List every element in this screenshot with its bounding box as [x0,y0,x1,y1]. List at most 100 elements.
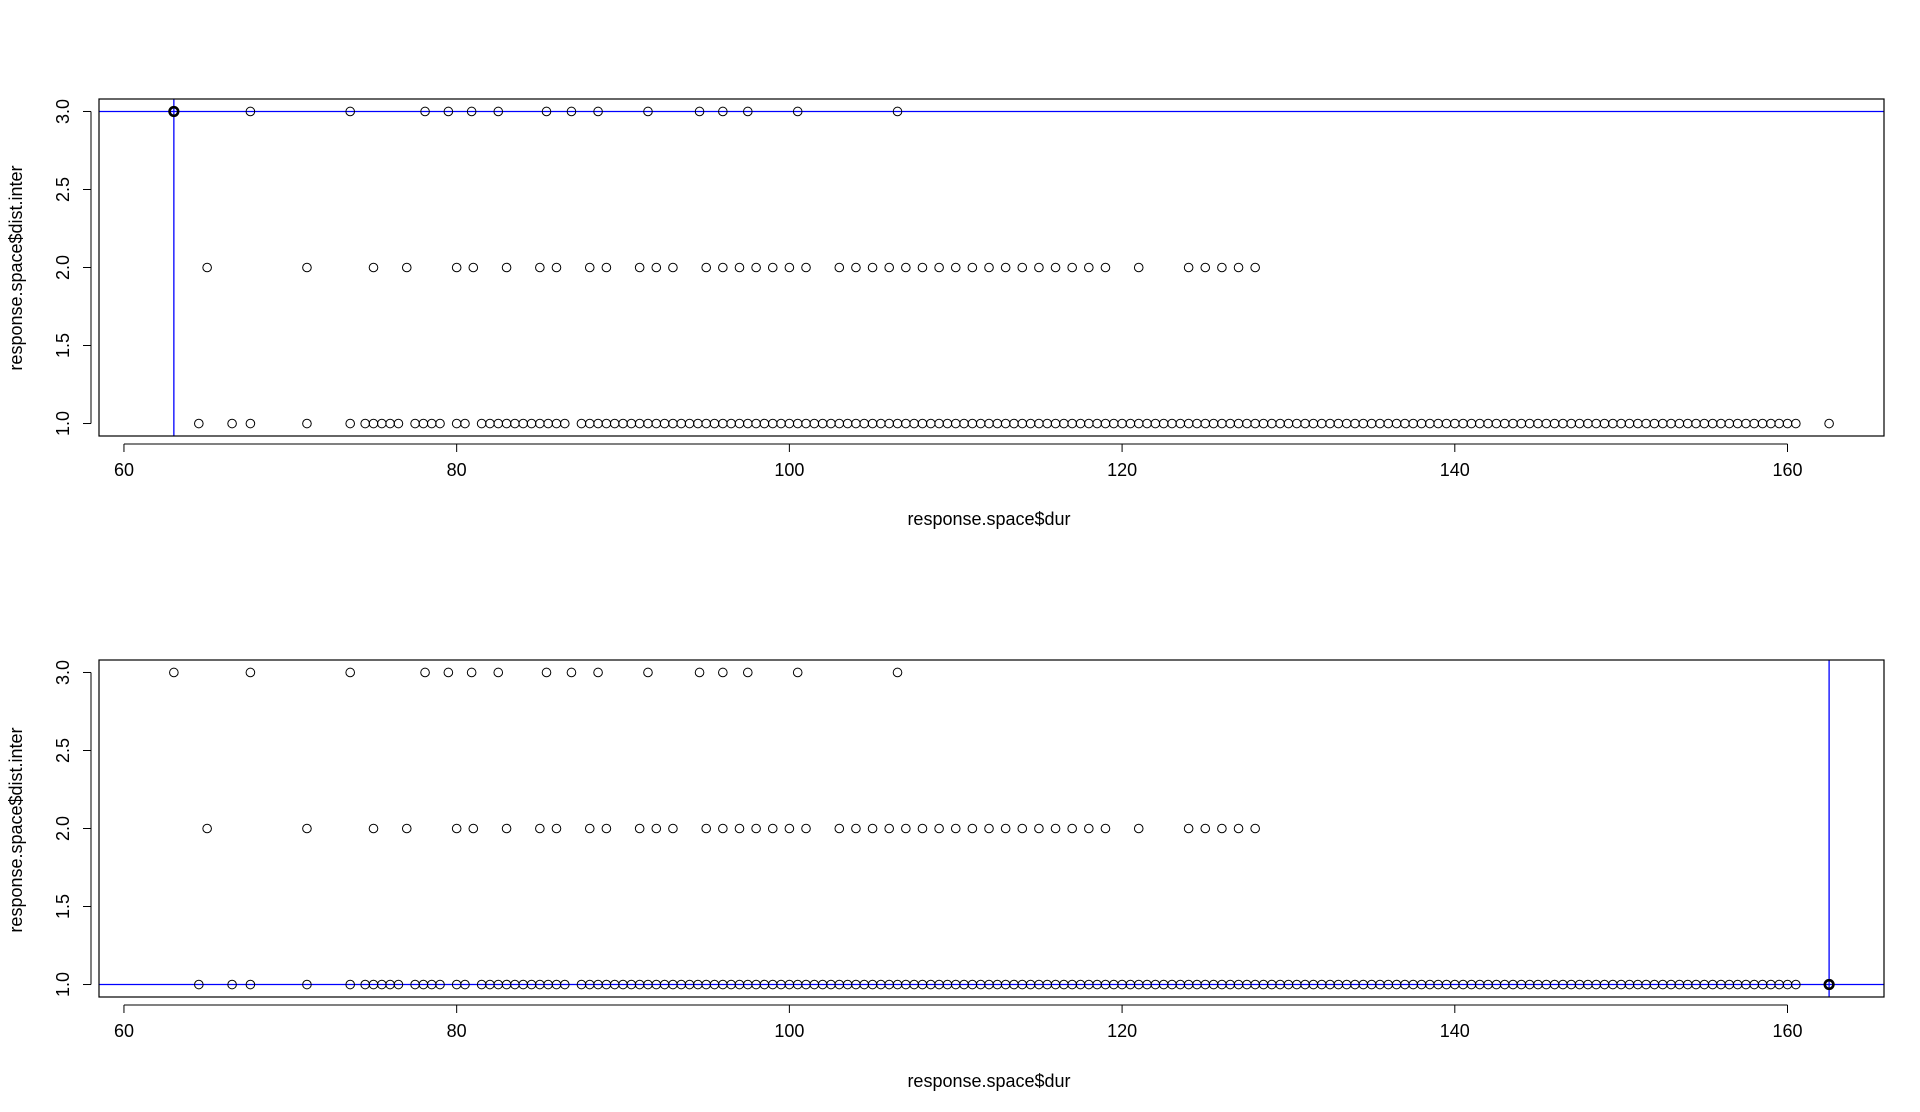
bottom-reference-lines [99,660,1884,997]
bottom-data-point [345,667,355,678]
top-data-point [1133,262,1144,273]
top-data-point [601,262,612,273]
bottom-data-point [1050,823,1061,834]
bottom-data-point [245,979,256,990]
bottom-data-point [668,823,678,834]
bottom-data-point [834,823,845,834]
top-x-axis: 60 80 100 120 140 160 [114,443,1803,480]
bottom-data-point [1067,823,1077,834]
bottom-data-point [551,823,562,834]
bottom-data-point [1000,823,1011,834]
bottom-data-point [1100,823,1111,834]
top-data-point [934,262,944,273]
bottom-y-axis: 1.0 1.5 2.0 2.5 3.0 [53,660,92,997]
top-data-point [742,106,753,117]
top-data-point [694,106,705,117]
bottom-y-axis-label: response.space$dist.inter [6,727,26,932]
bottom-x-tick-label: 100 [774,1021,804,1041]
top-data-point [643,106,653,117]
top-data-point [718,262,728,273]
bottom-data-point [1183,823,1194,834]
bottom-x-axis-label: response.space$dur [907,1071,1070,1091]
bottom-data-point [718,667,728,678]
top-x-tick-label: 140 [1440,460,1470,480]
top-data-point [967,262,978,273]
bottom-data-point [420,667,430,678]
top-data-point [701,262,711,273]
top-data-point [584,262,595,273]
bottom-data-point [493,667,504,678]
bottom-data-point [245,667,256,678]
top-data-point [950,262,961,273]
bottom-data-point [694,667,705,678]
bottom-data-point [451,823,462,834]
top-x-tick-label: 60 [114,460,134,480]
bottom-data-point [393,979,404,990]
bottom-y-tick-label: 1.5 [53,894,73,919]
top-data-point [1217,262,1227,273]
top-highlighted-point [168,105,180,118]
bottom-data-point [535,823,545,834]
bottom-data-point [851,823,861,834]
top-data-point [917,262,928,273]
bottom-data-point [345,979,355,990]
bottom-data-point [1200,823,1211,834]
top-data-point [420,106,430,117]
top-data-point [984,262,994,273]
bottom-data-point [742,667,753,678]
top-data-point [435,418,445,429]
top-data-point [559,418,570,429]
bottom-data-point [227,979,237,990]
top-data-point [593,106,603,117]
top-y-tick-label: 1.0 [53,411,73,436]
bottom-data-point [950,823,961,834]
bottom-data-point [867,823,878,834]
bottom-data-point [892,667,903,678]
top-data-point [468,262,479,273]
bottom-data-point [634,823,645,834]
top-x-tick-label: 100 [774,460,804,480]
bottom-y-tick-label: 2.5 [53,738,73,763]
top-data-point [401,262,412,273]
top-x-tick-label: 160 [1772,460,1802,480]
top-data-point [767,262,778,273]
top-y-tick-label: 3.0 [53,99,73,124]
top-plot-frame [98,98,1885,437]
bottom-data-point [443,667,454,678]
bottom-data-point [1250,823,1260,834]
top-data-point [668,262,678,273]
bottom-data-point [302,979,312,990]
top-data-point [443,106,454,117]
top-data-point [1017,262,1028,273]
top-data-point [1233,262,1244,273]
top-data-point [451,262,462,273]
top-data-point [245,106,256,117]
top-data-point [1791,418,1801,429]
top-data-point [227,418,237,429]
top-data-point [792,106,803,117]
bottom-data-point [884,823,894,834]
top-data-point [1183,262,1194,273]
top-points [168,105,1834,429]
top-data-point [1050,262,1061,273]
bottom-highlighted-point [1823,978,1835,991]
top-data-point [1200,262,1211,273]
bottom-data-point [566,667,577,678]
bottom-data-point [401,823,412,834]
top-data-point [368,262,379,273]
top-data-point [302,262,312,273]
bottom-data-point [1017,823,1028,834]
bottom-data-point [1084,823,1094,834]
top-data-point [801,262,811,273]
top-data-point [851,262,861,273]
top-y-tick-label: 2.5 [53,177,73,202]
top-data-point [566,106,577,117]
top-data-point [501,262,512,273]
top-x-tick-label: 120 [1107,460,1137,480]
bottom-y-tick-label: 3.0 [53,660,73,685]
top-data-point [784,262,795,273]
top-y-axis-label: response.space$dist.inter [6,165,26,370]
top-data-point [867,262,878,273]
top-y-tick-label: 1.5 [53,333,73,358]
bottom-data-point [202,823,212,834]
